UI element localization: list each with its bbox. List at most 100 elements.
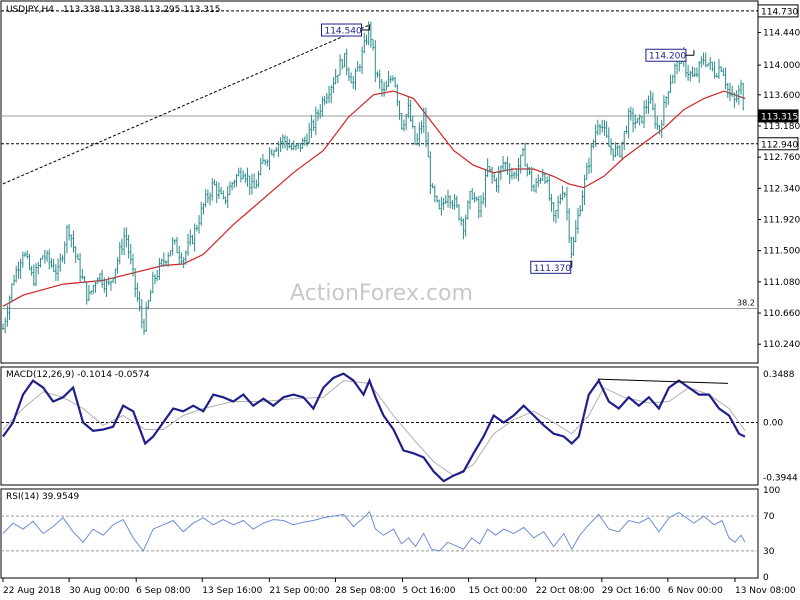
rsi-axis-label: 0 <box>763 573 769 583</box>
price-candle <box>160 258 163 267</box>
price-candle <box>41 255 44 260</box>
price-candle <box>101 269 104 288</box>
price-level-label: 114.730 <box>761 7 798 17</box>
time-axis-label: 13 Sep 16:00 <box>202 586 262 596</box>
price-candle <box>636 118 639 124</box>
price-candle <box>539 177 542 184</box>
price-candle <box>590 143 593 174</box>
price-candle <box>396 83 399 106</box>
price-level-label: 113.315 <box>761 112 798 122</box>
price-candle <box>226 185 229 209</box>
price-candle <box>94 280 97 293</box>
price-candle <box>151 271 154 294</box>
annotation-label: 114.540 <box>324 27 361 37</box>
time-axis: 22 Aug 2018 30 Aug 00:00 6 Sep 08:00 13 Sep… <box>2 578 796 596</box>
price-axis-label: 111.080 <box>763 278 800 288</box>
price-candle <box>715 73 718 78</box>
price-candle <box>136 282 139 302</box>
price-candle <box>709 57 712 71</box>
price-candle <box>731 85 734 98</box>
price-candle <box>70 234 73 248</box>
price-candle <box>187 233 190 256</box>
price-candle <box>561 185 564 201</box>
price-candle <box>341 58 344 70</box>
price-candle <box>8 295 11 320</box>
price-candle <box>433 185 436 203</box>
price-candle <box>733 92 736 109</box>
price-candle <box>524 142 527 167</box>
price-candle <box>563 191 566 198</box>
price-candle <box>312 119 315 132</box>
price-candle <box>361 46 364 75</box>
price-candle <box>504 161 507 171</box>
price-candle <box>96 277 99 284</box>
price-candle <box>499 165 502 181</box>
price-candle <box>458 204 461 221</box>
price-candle <box>211 178 214 201</box>
price-candle <box>627 108 630 139</box>
price-candle <box>310 114 313 138</box>
price-level-tag-box <box>757 4 799 18</box>
rsi-lines <box>1 510 758 552</box>
price-candle <box>352 75 355 90</box>
price-candle <box>46 250 49 262</box>
price-level-tag-box <box>757 137 799 151</box>
price-candle <box>435 195 438 203</box>
price-candle <box>239 167 242 183</box>
price-candle <box>453 193 456 210</box>
price-candle <box>515 169 518 179</box>
macd-lines <box>1 372 758 483</box>
price-axis-label: 114.440 <box>763 28 800 38</box>
price-candle <box>413 125 416 145</box>
price-candle <box>356 61 359 72</box>
price-candle <box>528 167 531 176</box>
price-candle <box>667 91 670 105</box>
price-candle <box>702 52 705 65</box>
price-candle <box>369 21 372 48</box>
price-candle <box>572 236 575 256</box>
price-candle <box>347 67 350 82</box>
chart-symbol: USDJPY,H4 <box>6 5 54 15</box>
macd-axis: 0.3488 0.00 -0.3944 <box>763 370 798 484</box>
price-candle <box>466 200 469 220</box>
price-candle <box>345 48 348 76</box>
price-candle <box>283 135 286 149</box>
price-candle <box>15 265 18 283</box>
price-candle <box>330 85 333 104</box>
price-candle <box>599 124 602 135</box>
price-candle <box>372 38 375 51</box>
price-candle <box>638 114 641 126</box>
price-candle <box>206 189 209 204</box>
price-candle <box>200 201 203 226</box>
price-candle <box>297 142 300 150</box>
price-candle <box>109 280 112 291</box>
price-candle <box>228 181 231 196</box>
price-candle <box>217 182 220 199</box>
price-candle <box>713 61 716 79</box>
price-candle <box>610 138 613 155</box>
price-candle <box>603 119 606 136</box>
price-candle <box>579 205 582 217</box>
price-candle <box>138 291 141 312</box>
price-candle <box>601 119 604 133</box>
price-candle <box>389 75 392 84</box>
price-candle <box>112 277 115 283</box>
price-axis: 114.440 114.000 113.600 113.180 112.760 112.3… <box>758 28 800 350</box>
price-candle <box>660 119 663 139</box>
price-candle <box>605 121 608 139</box>
price-candle <box>6 305 9 327</box>
price-candle <box>594 124 597 148</box>
price-candle <box>233 179 236 188</box>
price-candle <box>134 268 137 298</box>
price-candle <box>24 251 27 257</box>
price-candle <box>559 193 562 205</box>
price-candle <box>215 181 218 204</box>
price-candle <box>405 113 408 131</box>
time-axis-label: 6 Sep 08:00 <box>136 586 191 596</box>
price-candle <box>570 236 573 259</box>
price-candle <box>519 154 522 174</box>
price-candle <box>552 201 555 222</box>
price-candle <box>728 82 731 102</box>
price-candle <box>629 106 632 121</box>
time-axis-label: 15 Oct 00:00 <box>469 586 528 596</box>
